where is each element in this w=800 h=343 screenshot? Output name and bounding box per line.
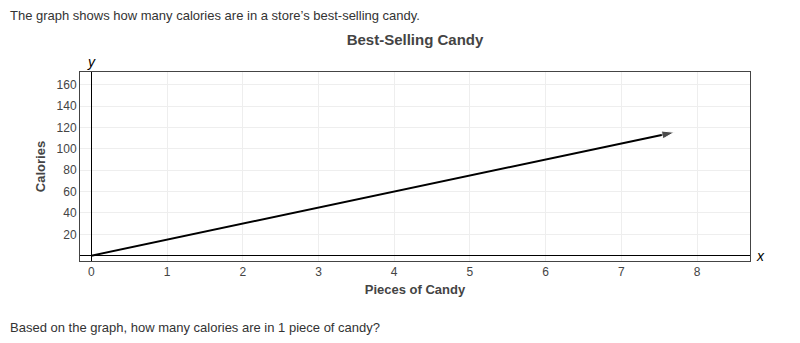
svg-text:0: 0: [88, 265, 95, 279]
svg-text:140: 140: [57, 99, 77, 113]
svg-text:120: 120: [57, 121, 77, 135]
svg-text:Pieces of Candy: Pieces of Candy: [365, 282, 466, 297]
svg-text:6: 6: [542, 265, 549, 279]
svg-text:7: 7: [618, 265, 625, 279]
svg-text:3: 3: [315, 265, 322, 279]
svg-text:x: x: [756, 248, 765, 264]
svg-text:5: 5: [467, 265, 474, 279]
svg-text:80: 80: [63, 163, 77, 177]
svg-text:Best-Selling Candy: Best-Selling Candy: [347, 31, 484, 48]
svg-text:160: 160: [57, 78, 77, 92]
svg-text:The graph shows how many calor: The graph shows how many calories are in…: [10, 8, 420, 23]
svg-text:4: 4: [391, 265, 398, 279]
svg-text:20: 20: [63, 228, 77, 242]
svg-text:100: 100: [57, 142, 77, 156]
svg-text:40: 40: [63, 206, 77, 220]
svg-text:Calories: Calories: [33, 141, 48, 192]
svg-text:8: 8: [694, 265, 701, 279]
svg-text:y: y: [87, 54, 96, 70]
svg-text:1: 1: [164, 265, 171, 279]
svg-text:Based on the graph, how many c: Based on the graph, how many calories ar…: [10, 320, 380, 335]
svg-text:60: 60: [63, 185, 77, 199]
svg-text:2: 2: [239, 265, 246, 279]
